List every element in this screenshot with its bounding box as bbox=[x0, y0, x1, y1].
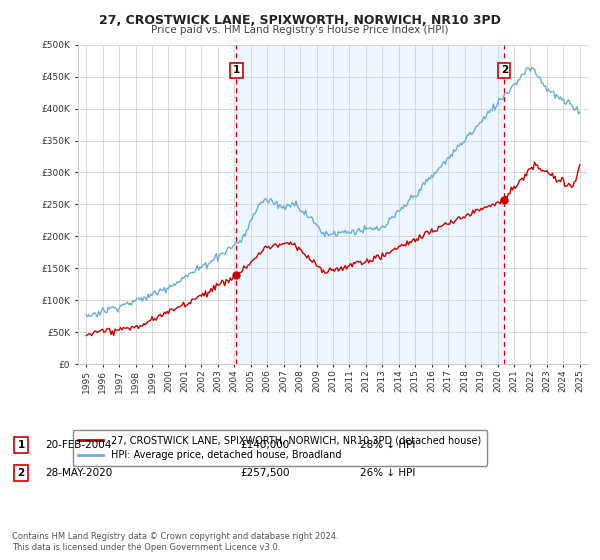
Text: 20-FEB-2004: 20-FEB-2004 bbox=[45, 440, 112, 450]
Text: 28-MAY-2020: 28-MAY-2020 bbox=[45, 468, 112, 478]
Text: 28% ↓ HPI: 28% ↓ HPI bbox=[360, 440, 415, 450]
Legend: 27, CROSTWICK LANE, SPIXWORTH, NORWICH, NR10 3PD (detached house), HPI: Average : 27, CROSTWICK LANE, SPIXWORTH, NORWICH, … bbox=[73, 430, 487, 466]
Text: 27, CROSTWICK LANE, SPIXWORTH, NORWICH, NR10 3PD: 27, CROSTWICK LANE, SPIXWORTH, NORWICH, … bbox=[99, 14, 501, 27]
Text: Contains HM Land Registry data © Crown copyright and database right 2024.
This d: Contains HM Land Registry data © Crown c… bbox=[12, 532, 338, 552]
Text: 26% ↓ HPI: 26% ↓ HPI bbox=[360, 468, 415, 478]
Text: 2: 2 bbox=[17, 468, 25, 478]
Text: 1: 1 bbox=[17, 440, 25, 450]
Text: £140,000: £140,000 bbox=[240, 440, 289, 450]
Bar bbox=[236, 45, 504, 364]
Text: Price paid vs. HM Land Registry's House Price Index (HPI): Price paid vs. HM Land Registry's House … bbox=[151, 25, 449, 35]
Text: 2: 2 bbox=[500, 66, 508, 76]
Text: 1: 1 bbox=[233, 66, 240, 76]
Text: £257,500: £257,500 bbox=[240, 468, 290, 478]
